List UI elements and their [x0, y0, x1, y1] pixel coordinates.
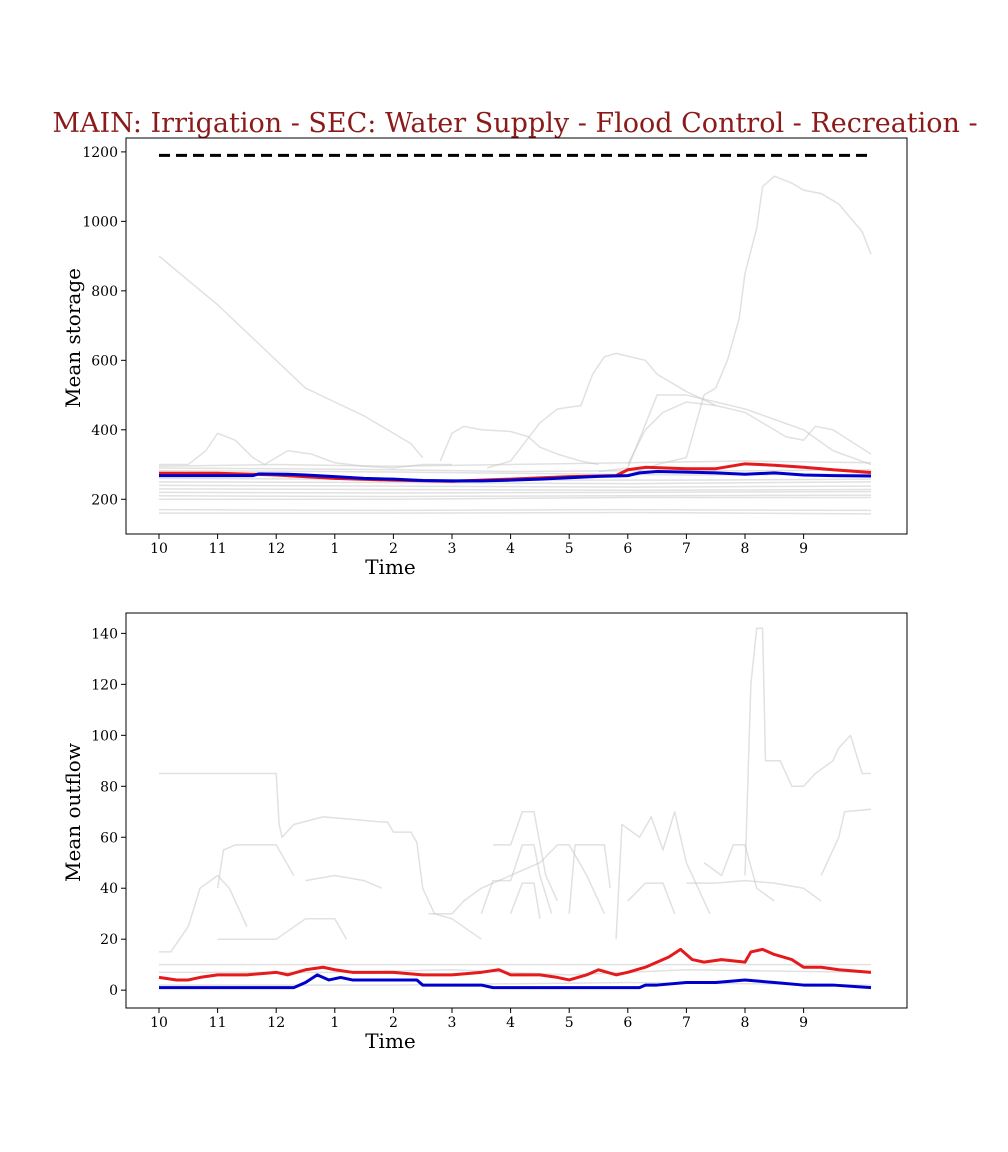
- storage-y-axis-label: Mean storage: [61, 268, 85, 408]
- storage-background-line-1: [439, 425, 599, 466]
- storage-background-line-18: [158, 460, 872, 468]
- outflow-x-tick-label: 5: [565, 1015, 574, 1031]
- storage-y-tick-label: 400: [91, 423, 118, 439]
- storage-background-line-17: [159, 511, 871, 515]
- storage-blue-line: [159, 469, 872, 483]
- storage-y-tick-label: 1000: [82, 214, 118, 230]
- outflow-background-line-11: [217, 918, 348, 940]
- outflow-background-line-7: [703, 844, 775, 902]
- storage-background-line-11: [158, 484, 871, 488]
- outflow-y-tick-label: 0: [109, 983, 118, 999]
- outflow-x-tick-label: 10: [150, 1015, 168, 1031]
- outflow-background-line-4: [493, 811, 559, 902]
- outflow-background-line-17: [159, 969, 872, 976]
- outflow-background-line-1: [159, 874, 248, 953]
- storage-x-tick-label: 2: [389, 541, 398, 557]
- storage-x-tick-label: 11: [209, 541, 227, 557]
- storage-background-line-10: [158, 481, 871, 485]
- storage-y-tick-label: 200: [91, 492, 118, 508]
- storage-x-tick-label: 6: [623, 541, 632, 557]
- outflow-background-line-9: [820, 808, 872, 876]
- outflow-y-tick-label: 120: [91, 677, 118, 693]
- outflow-x-tick-label: 11: [209, 1015, 227, 1031]
- storage-x-ticks: 10 11 12 1 2 3 4 5 6 7 8 9: [150, 534, 808, 557]
- storage-background-line-6: [159, 432, 452, 469]
- storage-x-tick-label: 4: [506, 541, 515, 557]
- storage-x-tick-label: 7: [682, 541, 691, 557]
- storage-x-tick-label: 9: [799, 541, 808, 557]
- outflow-background-line-0: [159, 772, 482, 940]
- outflow-background-line-8: [744, 627, 871, 876]
- storage-highlight-series: [159, 462, 872, 483]
- storage-y-tick-label: 600: [91, 353, 118, 369]
- storage-background-line-14: [158, 494, 871, 498]
- storage-x-tick-label: 12: [267, 541, 285, 557]
- outflow-background-line-6: [615, 811, 711, 940]
- outflow-y-tick-label: 20: [100, 932, 118, 948]
- outflow-y-tick-label: 40: [100, 881, 118, 897]
- storage-background-series: [158, 175, 872, 515]
- outflow-background-line-13: [509, 882, 541, 919]
- outflow-x-ticks: 10 11 12 1 2 3 4 5 6 7 8 9: [150, 1008, 808, 1031]
- storage-background-line-0: [158, 255, 424, 459]
- outflow-x-tick-label: 8: [741, 1015, 750, 1031]
- outflow-x-tick-label: 3: [448, 1015, 457, 1031]
- outflow-plot-frame: [125, 612, 908, 1009]
- storage-x-tick-label: 5: [565, 541, 574, 557]
- outflow-x-tick-label: 4: [506, 1015, 515, 1031]
- storage-background-line-2: [486, 352, 717, 469]
- storage-background-line-5: [627, 175, 872, 476]
- outflow-background-line-18: [159, 981, 871, 986]
- storage-x-tick-label: 8: [741, 541, 750, 557]
- storage-plot-frame: [125, 137, 908, 535]
- outflow-background-line-15: [686, 879, 822, 902]
- outflow-blue-line: [159, 973, 872, 990]
- outflow-red-line: [158, 947, 872, 982]
- storage-y-tick-label: 800: [91, 284, 118, 300]
- storage-background-line-4: [598, 394, 872, 473]
- storage-x-tick-label: 1: [330, 541, 339, 557]
- storage-x-tick-label: 3: [448, 541, 457, 557]
- outflow-highlight-series: [158, 947, 872, 990]
- outflow-x-tick-label: 6: [623, 1015, 632, 1031]
- outflow-x-tick-label: 2: [389, 1015, 398, 1031]
- outflow-y-tick-label: 80: [100, 779, 118, 795]
- outflow-y-tick-label: 100: [91, 728, 118, 744]
- outflow-y-axis-label: Mean outflow: [61, 743, 85, 882]
- storage-background-line-12: [158, 488, 871, 491]
- storage-x-tick-label: 10: [150, 541, 168, 557]
- storage-background-line-7: [158, 467, 871, 473]
- outflow-background-line-12: [305, 874, 382, 889]
- outflow-x-tick-label: 12: [267, 1015, 285, 1031]
- outflow-background-line-5: [568, 844, 611, 914]
- storage-y-tick-label: 1200: [82, 145, 118, 161]
- storage-background-line-16: [158, 508, 871, 512]
- outflow-x-axis-label: Time: [365, 1029, 416, 1053]
- storage-background-line-15: [159, 496, 871, 501]
- storage-red-line: [159, 462, 872, 483]
- storage-background-line-3: [627, 401, 872, 465]
- outflow-x-tick-label: 9: [799, 1015, 808, 1031]
- outflow-background-series: [159, 627, 872, 986]
- outflow-x-tick-label: 7: [682, 1015, 691, 1031]
- outflow-y-ticks: 0 20 40 60 80 100 120 140: [91, 626, 126, 999]
- outflow-background-line-10: [428, 844, 606, 915]
- chart-title: MAIN: Irrigation - SEC: Water Supply - F…: [52, 108, 977, 139]
- outflow-background-line-3: [480, 844, 553, 914]
- storage-background-line-13: [158, 490, 871, 494]
- outflow-x-tick-label: 1: [330, 1015, 339, 1031]
- outflow-background-line-2: [216, 844, 295, 889]
- outflow-background-line-14: [627, 882, 676, 914]
- outflow-y-tick-label: 60: [100, 830, 118, 846]
- outflow-y-tick-label: 140: [91, 626, 118, 642]
- storage-y-ticks: 200 400 600 800 1000 1200: [82, 145, 126, 508]
- storage-x-axis-label: Time: [365, 555, 416, 579]
